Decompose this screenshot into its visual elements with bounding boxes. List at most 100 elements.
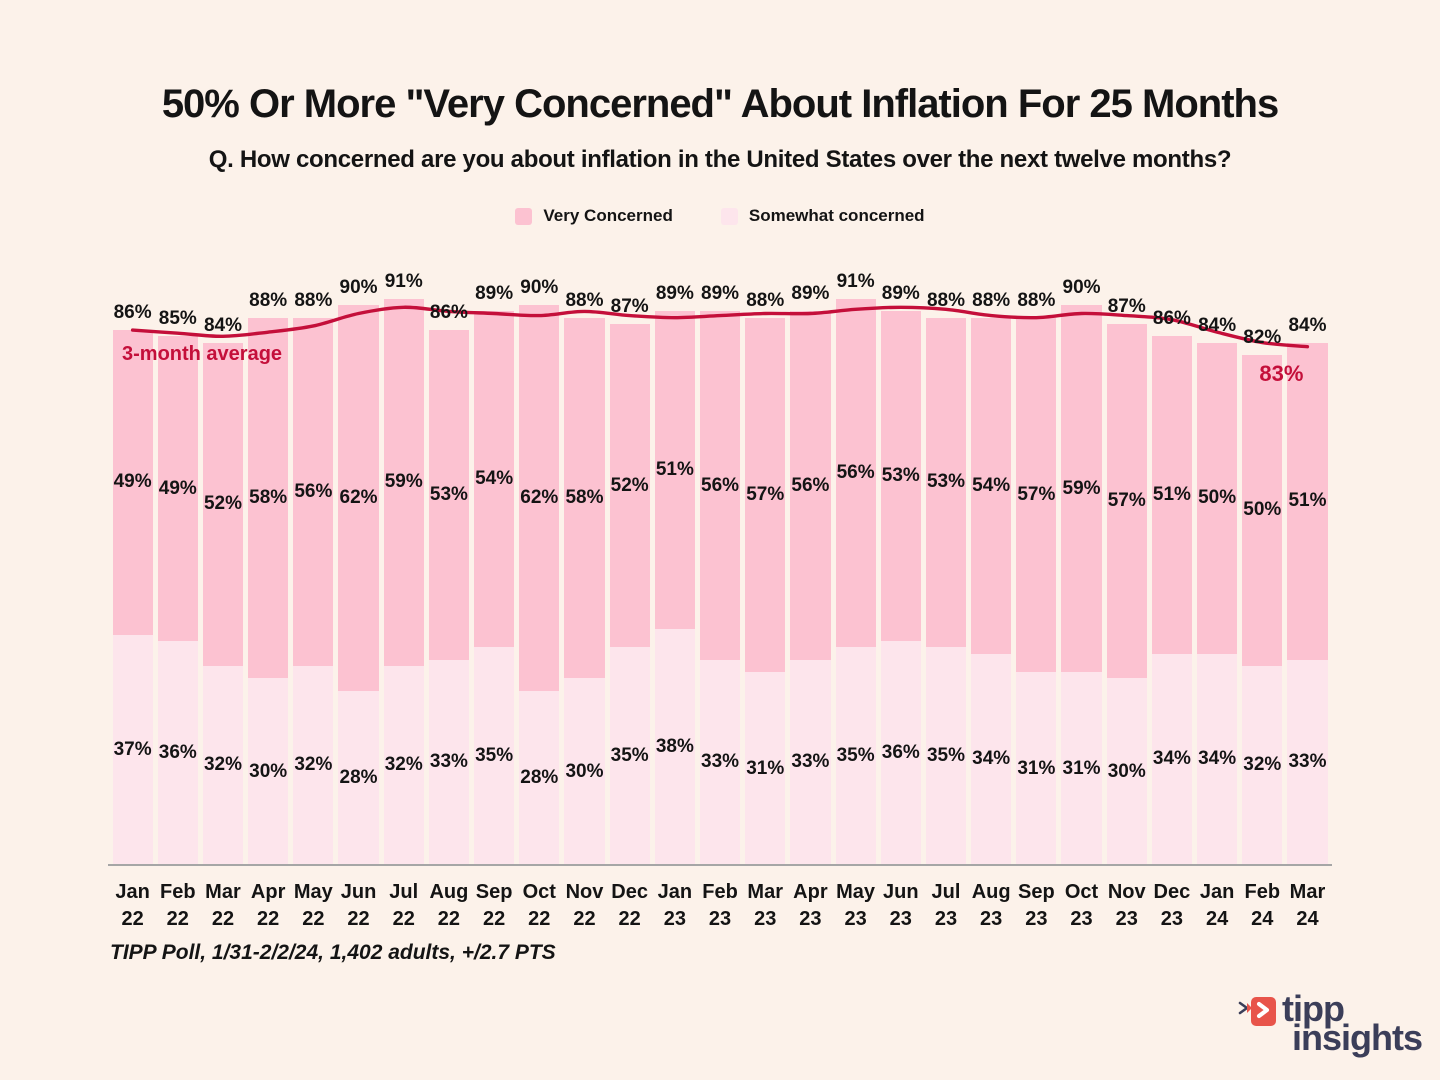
somewhat-concerned-value: 32%	[294, 754, 333, 776]
bar-segment-somewhat-concerned: 28%	[519, 690, 560, 865]
total-value: 84%	[1288, 314, 1327, 336]
month-label: Aug 23	[969, 879, 1014, 933]
bar-segment-very-concerned: 51%	[1287, 342, 1328, 660]
very-concerned-value: 49%	[113, 471, 152, 493]
somewhat-concerned-value: 30%	[565, 760, 604, 782]
bar-column: 85% 49% 36%	[155, 243, 200, 865]
somewhat-concerned-value: 30%	[249, 760, 288, 782]
bar-column: 89% 54% 35%	[472, 243, 517, 865]
month-name: Aug	[971, 881, 1011, 903]
bar-segment-somewhat-concerned: 37%	[112, 634, 153, 865]
somewhat-concerned-value: 31%	[1017, 757, 1056, 779]
month-year: 23	[980, 908, 1003, 930]
bar-segment-very-concerned: 59%	[383, 299, 424, 666]
month-name: Sep	[475, 881, 513, 903]
month-label: Jan 23	[652, 879, 697, 933]
bar-segment-very-concerned: 62%	[519, 305, 560, 691]
chart-subtitle: Q. How concerned are you about inflation…	[208, 146, 1232, 173]
stacked-bar: 56% 33%	[790, 311, 831, 865]
very-concerned-value: 53%	[926, 471, 965, 493]
total-value: 84%	[1198, 314, 1237, 336]
month-label: Jan 22	[110, 879, 155, 933]
very-concerned-value: 50%	[1243, 499, 1282, 521]
month-name: Nov	[1107, 881, 1146, 903]
stacked-bar: 50% 34%	[1197, 342, 1238, 865]
month-name: May	[293, 881, 333, 903]
stacked-bar: 51% 38%	[654, 311, 695, 865]
somewhat-concerned-value: 33%	[701, 751, 740, 773]
total-value: 87%	[610, 295, 649, 317]
month-year: 24	[1296, 908, 1319, 930]
month-label: Apr 22	[246, 879, 291, 933]
chart-title: 50% Or More "Very Concerned" About Infla…	[161, 82, 1279, 126]
month-label: Mar 23	[743, 879, 788, 933]
somewhat-concerned-value: 31%	[746, 757, 785, 779]
bar-segment-somewhat-concerned: 35%	[835, 647, 876, 865]
bar-segment-very-concerned: 52%	[202, 342, 244, 666]
month-year: 22	[257, 908, 280, 930]
stacked-bar: 54% 35%	[474, 311, 515, 865]
bar-column: 88% 53% 35%	[923, 243, 968, 865]
bar-segment-somewhat-concerned: 32%	[383, 665, 424, 865]
bar-column: 88% 57% 31%	[1014, 243, 1059, 865]
bar-column: 82% 50% 32%	[1240, 243, 1285, 865]
month-name: Apr	[250, 881, 286, 903]
month-year: 22	[211, 908, 235, 930]
stacked-bar: 58% 30%	[248, 317, 289, 865]
very-concerned-value: 57%	[1017, 483, 1056, 505]
very-concerned-value: 57%	[1107, 490, 1146, 512]
month-year: 23	[889, 908, 912, 930]
month-label: Jun 22	[336, 879, 381, 933]
bar-segment-very-concerned: 51%	[654, 311, 695, 629]
bar-segment-very-concerned: 57%	[1106, 323, 1147, 679]
bar-segment-somewhat-concerned: 31%	[745, 672, 786, 865]
month-year: 23	[663, 908, 686, 930]
bar-column: 91% 59% 32%	[381, 243, 426, 865]
month-year: 22	[528, 908, 551, 930]
somewhat-concerned-value: 34%	[1152, 748, 1191, 770]
bar-segment-very-concerned: 56%	[835, 299, 876, 648]
stacked-bar-chart: 3-month average 83% 86% 49% 37% 85% 49% 36% 84…	[110, 243, 1330, 865]
month-label: Jul 23	[923, 879, 968, 933]
month-name: Jun	[340, 881, 377, 903]
bar-segment-somewhat-concerned: 31%	[1016, 672, 1057, 865]
month-year: 23	[754, 908, 777, 930]
legend-item-somewhat-concerned: Somewhat concerned	[720, 206, 925, 226]
bar-column: 87% 57% 30%	[1104, 243, 1149, 865]
stacked-bar: 62% 28%	[338, 305, 379, 865]
very-concerned-value: 49%	[158, 477, 197, 499]
bar-segment-very-concerned: 56%	[293, 317, 334, 666]
stacked-bar: 56% 32%	[293, 317, 334, 865]
stacked-bar: 59% 31%	[1061, 305, 1102, 865]
somewhat-concerned-value: 33%	[791, 751, 830, 773]
month-label: Dec 23	[1149, 879, 1194, 933]
somewhat-concerned-value: 28%	[520, 766, 559, 788]
bar-segment-somewhat-concerned: 36%	[157, 641, 198, 865]
stacked-bar: 57% 31%	[745, 317, 786, 865]
month-label: May 23	[833, 879, 878, 933]
bar-segment-somewhat-concerned: 35%	[474, 647, 515, 865]
month-label: May 22	[291, 879, 336, 933]
somewhat-concerned-value: 31%	[1062, 757, 1101, 779]
stacked-bar: 53% 33%	[428, 330, 469, 865]
month-label: Dec 22	[607, 879, 652, 933]
stacked-bar: 53% 35%	[925, 317, 967, 865]
month-label: Oct 22	[517, 879, 562, 933]
stacked-bar: 53% 36%	[880, 311, 921, 865]
very-concerned-value: 52%	[203, 493, 242, 515]
bar-segment-somewhat-concerned: 33%	[699, 659, 741, 865]
bar-segment-very-concerned: 53%	[428, 330, 469, 660]
month-name: Jul	[931, 881, 961, 903]
total-value: 86%	[113, 302, 152, 324]
month-name: Sep	[1018, 881, 1055, 903]
bar-segment-very-concerned: 54%	[971, 317, 1012, 654]
bar-segment-very-concerned: 50%	[1197, 342, 1238, 654]
average-line-label: 3-month average	[122, 343, 283, 365]
very-concerned-value: 62%	[339, 487, 378, 509]
month-name: Oct	[522, 881, 556, 903]
month-year: 22	[121, 908, 144, 930]
stacked-bar: 49% 37%	[112, 330, 153, 865]
month-label: Jul 22	[381, 879, 426, 933]
month-name: Apr	[793, 881, 828, 903]
month-name: Mar	[747, 881, 783, 903]
